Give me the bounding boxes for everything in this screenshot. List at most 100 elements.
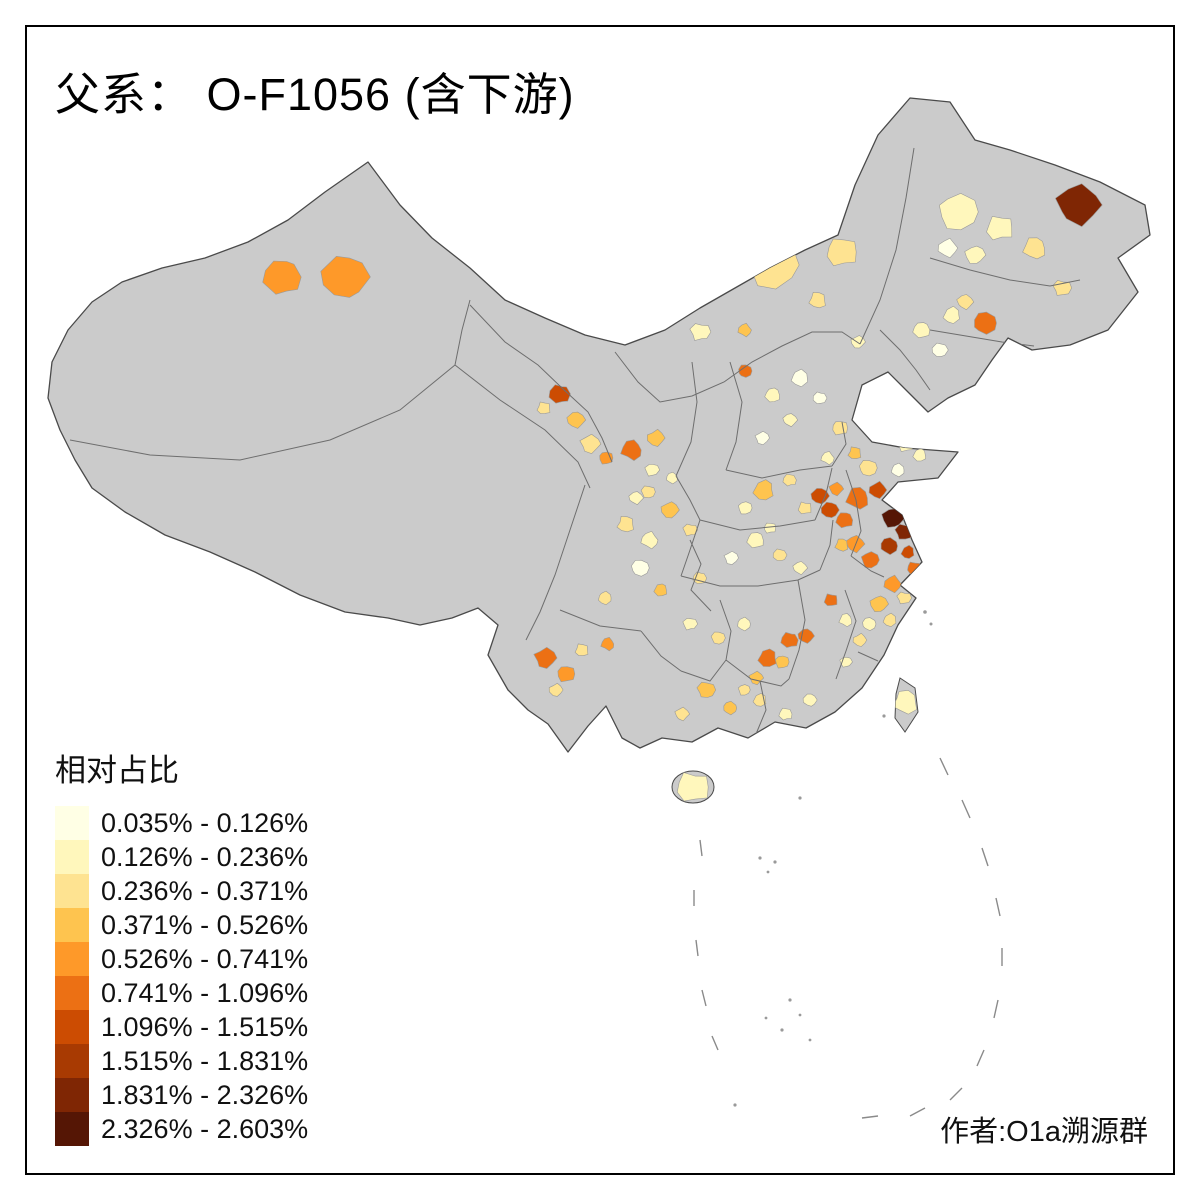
map-region-patch [557, 666, 576, 683]
map-region-patch [772, 548, 788, 561]
province-borders [69, 147, 1081, 735]
map-region-patch [764, 522, 776, 534]
map-region-patch [682, 617, 699, 631]
map-region-patch [845, 486, 868, 510]
sea-island-dots [733, 610, 933, 1107]
legend-label: 1.096% - 1.515% [101, 1011, 309, 1042]
legend-label: 0.526% - 0.741% [101, 943, 309, 974]
map-region-patch [738, 501, 753, 515]
map-region-patch [912, 322, 931, 339]
map-region-patch [548, 682, 564, 697]
credit-text: 作者:O1a溯源群 [940, 1116, 1148, 1148]
legend-swatch [55, 1044, 89, 1078]
map-region-patch [574, 643, 589, 657]
legend-label: 0.126% - 0.236% [101, 841, 309, 872]
map-region-patch [782, 413, 799, 428]
map-region-patch [900, 544, 915, 559]
map-region-patch [838, 613, 852, 628]
map-region-patch [1055, 183, 1103, 227]
map-region-patch [882, 612, 897, 628]
page-title: 父系： O-F1056 (含下游) [55, 69, 575, 120]
map-region-patch [938, 192, 979, 231]
map-region-patch [676, 772, 709, 802]
map-region-patch [874, 415, 894, 433]
map-region-patch [835, 512, 854, 529]
china-outline [47, 97, 1151, 753]
map-region-patch [880, 537, 898, 556]
map-region-patch [682, 523, 699, 537]
map-region-patch [986, 215, 1013, 241]
legend-title: 相对占比 [55, 753, 179, 788]
legend-row: 0.741% - 1.096% [55, 976, 308, 1010]
map-region-patch [808, 291, 826, 309]
map-region-patch [823, 593, 838, 606]
nine-dash-line [693, 757, 1003, 1119]
map-region-patch [752, 479, 774, 501]
map-region-patch [616, 515, 634, 533]
map-region-patch [746, 532, 764, 549]
map-region-patch [828, 481, 845, 497]
legend-row: 0.035% - 0.126% [55, 806, 308, 840]
map-region-patch [782, 473, 797, 487]
map-region-patch [620, 439, 642, 461]
map-region-patch [631, 559, 650, 577]
map-region-patch [653, 583, 668, 597]
map-region-patch [868, 480, 888, 500]
map-region-patch [628, 491, 644, 506]
legend-swatch [55, 806, 89, 840]
legend-label: 2.326% - 2.603% [101, 1113, 309, 1144]
map-region-patch [754, 430, 770, 446]
map-region-patch [689, 323, 712, 341]
legend: 相对占比 0.035% - 0.126% 0.126% - 0.236% 0.236… [55, 745, 308, 1146]
map-region-patch [644, 464, 661, 477]
legend-label: 1.831% - 2.326% [101, 1079, 309, 1110]
legend-swatch [55, 874, 89, 908]
map-region-patch [883, 574, 902, 594]
legend-swatch [55, 840, 89, 874]
map-region-patch [674, 706, 691, 722]
map-region-patch [599, 451, 614, 465]
legend-swatch [55, 976, 89, 1010]
legend-row: 2.326% - 2.603% [55, 1112, 308, 1146]
map-region-patch [852, 632, 868, 647]
legend-label: 0.371% - 0.526% [101, 909, 309, 940]
map-region-patch [860, 551, 880, 569]
map-region-patch [598, 590, 612, 606]
map-region-patch [802, 693, 818, 707]
map-region-patch [820, 501, 840, 519]
legend-swatch [55, 1078, 89, 1112]
map-region-patch [862, 617, 877, 631]
map-region-patch [937, 237, 959, 259]
map-region-patch [737, 684, 751, 696]
legend-label: 0.035% - 0.126% [101, 807, 309, 838]
legend-label: 0.236% - 0.371% [101, 875, 309, 906]
map-region-patch [780, 632, 799, 648]
map-region-patch [869, 595, 889, 613]
choropleth-patches [262, 183, 1103, 802]
map-region-patch [942, 305, 960, 324]
map-region-patch [890, 462, 905, 478]
map-region-patch [834, 538, 849, 552]
legend-label: 0.741% - 1.096% [101, 977, 309, 1008]
map-region-patch [710, 631, 726, 645]
legend-swatch [55, 908, 89, 942]
map-region-patch [666, 471, 678, 485]
map-region-patch [640, 485, 656, 499]
legend-rows: 0.035% - 0.126% 0.126% - 0.236% 0.236% - 0… [55, 806, 308, 1146]
map-region-patch [778, 707, 793, 721]
map-region-patch [832, 421, 848, 436]
map-region-patch [536, 401, 551, 414]
map-region-patch [896, 591, 913, 605]
legend-label: 1.515% - 1.831% [101, 1045, 309, 1076]
legend-swatch [55, 1010, 89, 1044]
map-region-patch [790, 368, 808, 388]
map-region-patch [723, 550, 739, 565]
map-region-patch [640, 530, 659, 550]
map-region-patch [847, 446, 862, 460]
map-region-patch [579, 433, 602, 455]
map-region-patch [956, 294, 975, 311]
map-region-patch [859, 459, 878, 477]
map-region-patch [912, 448, 927, 462]
map-region-patch [850, 335, 866, 349]
